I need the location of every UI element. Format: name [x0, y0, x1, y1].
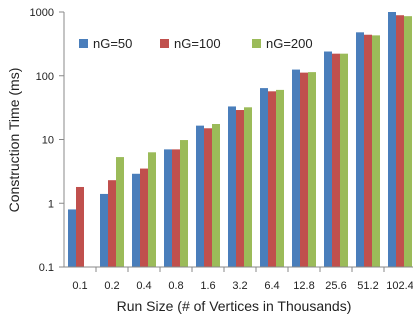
- bar-nG=200-0.2: [116, 157, 124, 267]
- bar-nG=50-3.2: [228, 106, 236, 267]
- bar-nG=200-12.8: [308, 72, 316, 267]
- x-axis-label: Run Size (# of Vertices in Thousands): [117, 298, 352, 314]
- y-tick-label: 10: [42, 135, 54, 147]
- bar-nG=50-0.4: [132, 173, 140, 267]
- x-tick-label: 0.8: [168, 280, 183, 292]
- bar-nG=100-0.4: [140, 168, 148, 267]
- bar-nG=50-6.4: [260, 88, 268, 268]
- bar-nG=200-0.8: [180, 140, 188, 267]
- bar-nG=100-1.6: [204, 128, 212, 267]
- bar-nG=50-12.8: [292, 69, 300, 267]
- bar-nG=50-25.6: [324, 51, 332, 267]
- bar-nG=50-0.2: [100, 193, 108, 267]
- bar-nG=100-51.2: [364, 34, 372, 268]
- x-tick-label: 102.4: [386, 280, 413, 292]
- legend: nG=50 nG=100 nG=200: [79, 36, 313, 51]
- y-tick-label: 1000: [30, 7, 54, 19]
- bar-nG=100-25.6: [332, 53, 340, 267]
- bar-nG=100-0.1: [76, 186, 84, 267]
- axes-group: [59, 11, 413, 272]
- bar-nG=100-102.4: [396, 15, 404, 268]
- x-tick-label: 6.4: [264, 280, 279, 292]
- bar-nG=200-0.4: [148, 152, 156, 267]
- x-tick-label: 0.4: [136, 280, 151, 292]
- y-tick-label: 0.1: [39, 262, 54, 274]
- tick-labels-group: 0.1 0.2 0.4 0.8 1.6 3.2 6.4 12.8 25.6 51.2 102.4 0.…: [30, 7, 413, 292]
- bar-nG=200-25.6: [340, 53, 348, 267]
- legend-label-nG=50: nG=50: [93, 36, 132, 51]
- legend-label-nG=100: nG=100: [174, 36, 221, 51]
- bar-nG=50-102.4: [388, 12, 396, 267]
- bar-nG=100-0.8: [172, 149, 180, 267]
- bar-nG=100-0.2: [108, 180, 116, 267]
- legend-swatch-nG=200: [252, 39, 261, 48]
- x-tick-label: 0.2: [104, 280, 119, 292]
- legend-swatch-nG=50: [79, 39, 88, 48]
- bar-nG=200-51.2: [372, 35, 380, 267]
- bar-nG=200-102.4: [404, 16, 412, 268]
- bar-nG=100-6.4: [268, 91, 276, 267]
- legend-swatch-nG=100: [160, 39, 169, 48]
- bar-nG=200-6.4: [276, 89, 284, 268]
- bar-nG=50-1.6: [196, 125, 204, 267]
- y-axis-label: Construction Time (ms): [6, 68, 22, 213]
- legend-label-nG=200: nG=200: [266, 36, 313, 51]
- x-tick-label: 25.6: [325, 280, 346, 292]
- bar-nG=100-3.2: [236, 110, 244, 267]
- x-tick-label: 3.2: [232, 280, 247, 292]
- bar-nG=50-51.2: [356, 32, 364, 268]
- x-tick-label: 51.2: [357, 280, 378, 292]
- bar-nG=50-0.1: [68, 209, 76, 267]
- y-tick-label: 1: [48, 198, 54, 210]
- bar-nG=200-1.6: [212, 124, 220, 268]
- x-tick-label: 12.8: [293, 280, 314, 292]
- x-tick-label: 0.1: [72, 280, 87, 292]
- bar-nG=50-0.8: [164, 149, 172, 267]
- y-tick-label: 100: [36, 71, 54, 83]
- x-tick-label: 1.6: [200, 280, 215, 292]
- bar-nG=100-12.8: [300, 72, 308, 267]
- bar-nG=200-3.2: [244, 107, 252, 267]
- bars-group: [68, 12, 412, 268]
